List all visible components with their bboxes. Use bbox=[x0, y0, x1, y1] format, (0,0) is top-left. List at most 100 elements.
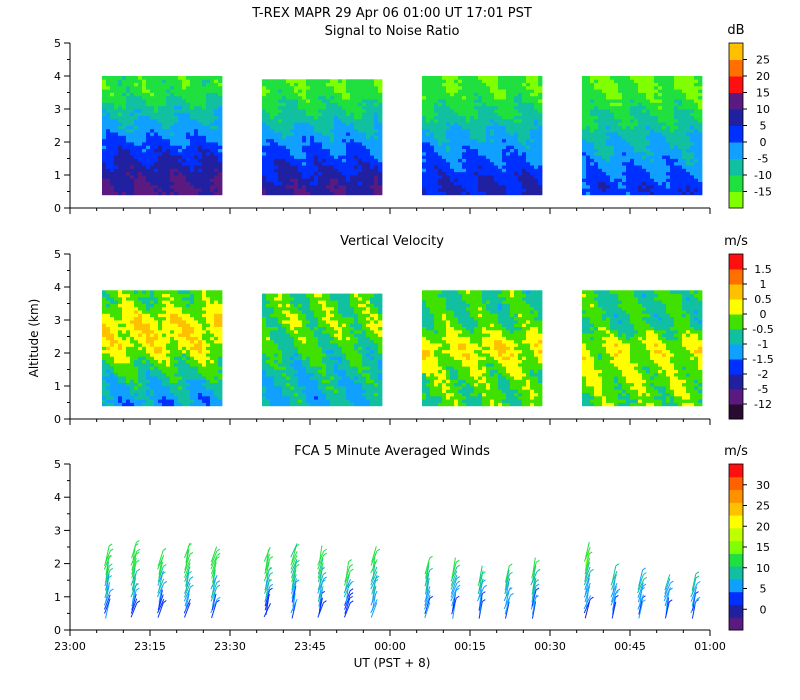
heat-cell bbox=[198, 392, 203, 397]
heat-cell bbox=[498, 161, 503, 166]
heat-cell bbox=[350, 118, 355, 123]
heat-cell bbox=[586, 112, 591, 116]
heat-cell bbox=[114, 399, 119, 403]
heat-cell bbox=[262, 181, 267, 186]
heat-cell bbox=[174, 175, 179, 179]
heat-cell bbox=[370, 92, 375, 97]
heat-cell bbox=[322, 82, 327, 87]
heat-cell bbox=[646, 175, 651, 179]
heat-cell bbox=[138, 125, 143, 130]
heat-cell bbox=[638, 165, 643, 169]
heat-cell bbox=[466, 151, 471, 156]
heat-cell bbox=[362, 165, 367, 169]
heat-cell bbox=[290, 82, 295, 87]
heat-cell bbox=[354, 171, 359, 176]
heat-cell bbox=[134, 359, 139, 364]
heat-cell bbox=[662, 175, 667, 179]
heat-cell bbox=[638, 151, 643, 156]
heat-cell bbox=[214, 389, 219, 393]
heat-cell bbox=[534, 165, 539, 169]
heat-cell bbox=[122, 372, 127, 377]
heat-cell bbox=[534, 135, 539, 140]
heat-cell bbox=[166, 85, 171, 90]
heat-cell bbox=[278, 171, 283, 176]
heat-cell bbox=[438, 171, 443, 176]
heat-cell bbox=[218, 95, 223, 100]
heat-cell bbox=[478, 122, 483, 126]
heat-cell bbox=[690, 188, 695, 192]
heat-cell bbox=[166, 178, 171, 182]
heat-cell bbox=[626, 92, 631, 97]
heat-cell bbox=[294, 118, 299, 123]
heat-cell bbox=[502, 148, 507, 153]
heat-cell bbox=[598, 181, 603, 186]
heat-cell bbox=[438, 92, 443, 97]
heat-cell bbox=[206, 79, 211, 83]
heat-cell bbox=[618, 151, 623, 156]
heat-cell bbox=[278, 99, 283, 103]
heat-cell bbox=[650, 145, 655, 149]
heat-cell bbox=[678, 178, 683, 182]
heat-cell bbox=[354, 161, 359, 166]
heat-cell bbox=[610, 142, 615, 146]
heat-cell bbox=[166, 402, 171, 407]
heat-cell bbox=[598, 171, 603, 176]
heat-cell bbox=[190, 356, 195, 360]
heat-cell bbox=[466, 128, 471, 133]
heat-cell bbox=[326, 132, 331, 136]
heat-cell bbox=[658, 148, 663, 153]
heat-cell bbox=[670, 128, 675, 133]
heat-cell bbox=[202, 386, 207, 390]
heat-cell bbox=[658, 155, 663, 159]
heat-cell bbox=[122, 105, 127, 110]
heat-cell bbox=[138, 109, 143, 113]
heat-cell bbox=[122, 168, 127, 173]
heat-cell bbox=[518, 158, 523, 163]
heat-cell bbox=[350, 161, 355, 166]
heat-cell bbox=[150, 142, 155, 146]
heat-cell bbox=[190, 122, 195, 126]
heat-cell bbox=[126, 171, 131, 176]
heat-cell bbox=[194, 85, 199, 90]
heat-cell bbox=[602, 155, 607, 159]
heat-cell bbox=[610, 191, 615, 196]
heat-cell bbox=[342, 118, 347, 123]
heat-cell bbox=[494, 109, 499, 113]
heat-cell bbox=[598, 79, 603, 83]
heat-cell bbox=[270, 165, 275, 169]
heat-cell bbox=[102, 336, 107, 341]
heat-cell bbox=[466, 148, 471, 153]
heat-cell bbox=[338, 118, 343, 123]
heat-cell bbox=[310, 161, 315, 166]
heat-cell bbox=[334, 79, 339, 83]
heat-cell bbox=[182, 399, 187, 403]
heat-cell bbox=[218, 161, 223, 166]
heat-cell bbox=[170, 118, 175, 123]
heat-cell bbox=[146, 356, 151, 360]
heat-cell bbox=[682, 95, 687, 100]
heat-cell bbox=[210, 79, 215, 83]
heat-cell bbox=[434, 82, 439, 87]
heat-cell bbox=[662, 181, 667, 186]
heat-cell bbox=[302, 118, 307, 123]
heat-cell bbox=[358, 175, 363, 179]
heat-cell bbox=[158, 376, 163, 380]
heat-cell bbox=[154, 95, 159, 100]
heat-cell bbox=[646, 148, 651, 153]
heat-cell bbox=[678, 76, 683, 80]
heat-cell bbox=[622, 151, 627, 156]
heat-cell bbox=[598, 151, 603, 156]
heat-cell bbox=[362, 171, 367, 176]
heat-cell bbox=[170, 76, 175, 80]
heat-cell bbox=[642, 115, 647, 120]
heat-cell bbox=[454, 92, 459, 97]
heat-cell bbox=[170, 376, 175, 380]
heat-cell bbox=[686, 168, 691, 173]
heat-cell bbox=[186, 184, 191, 189]
heat-cell bbox=[310, 181, 315, 186]
heat-cell bbox=[126, 82, 131, 87]
heat-cell bbox=[518, 115, 523, 120]
heat-cell bbox=[138, 175, 143, 179]
heat-cell bbox=[482, 95, 487, 100]
heat-cell bbox=[486, 102, 491, 107]
